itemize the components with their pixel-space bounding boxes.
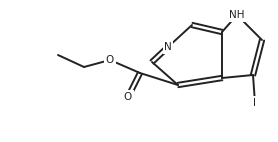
Text: I: I xyxy=(254,98,257,108)
Text: O: O xyxy=(124,92,132,102)
Text: NH: NH xyxy=(229,10,245,20)
Text: O: O xyxy=(106,55,114,65)
Text: N: N xyxy=(164,42,172,52)
